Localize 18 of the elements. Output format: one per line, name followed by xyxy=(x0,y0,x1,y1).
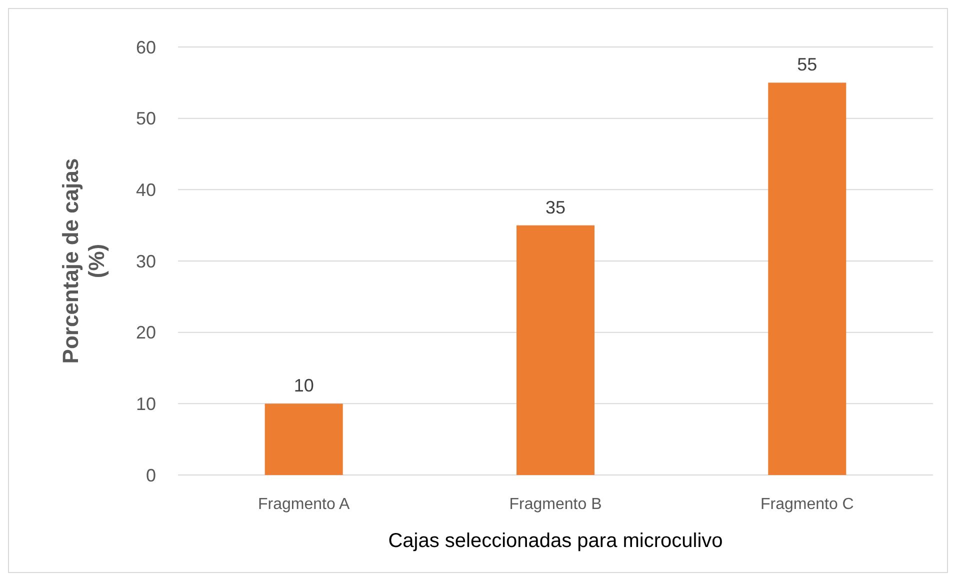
x-axis-title: Cajas seleccionadas para microculivo xyxy=(388,530,723,552)
y-axis-title: Porcentaje de cajas (%) xyxy=(58,158,110,364)
x-tick-label: Fragmento B xyxy=(509,496,602,513)
y-tick-label: 40 xyxy=(136,180,156,200)
x-tick-label: Fragmento C xyxy=(760,496,854,513)
y-tick-label: 60 xyxy=(136,37,156,58)
bar xyxy=(516,225,595,475)
y-tick-label: 50 xyxy=(136,108,156,129)
data-label: 10 xyxy=(294,376,314,396)
y-tick-label: 10 xyxy=(136,394,156,414)
data-label: 35 xyxy=(545,197,566,218)
bar xyxy=(768,82,846,475)
x-tick-label: Fragmento A xyxy=(258,496,350,513)
bar xyxy=(264,404,343,475)
y-tick-label: 30 xyxy=(136,251,156,272)
y-tick-label: 20 xyxy=(136,322,156,343)
y-tick-label: 0 xyxy=(146,465,156,486)
data-label: 55 xyxy=(797,54,818,75)
